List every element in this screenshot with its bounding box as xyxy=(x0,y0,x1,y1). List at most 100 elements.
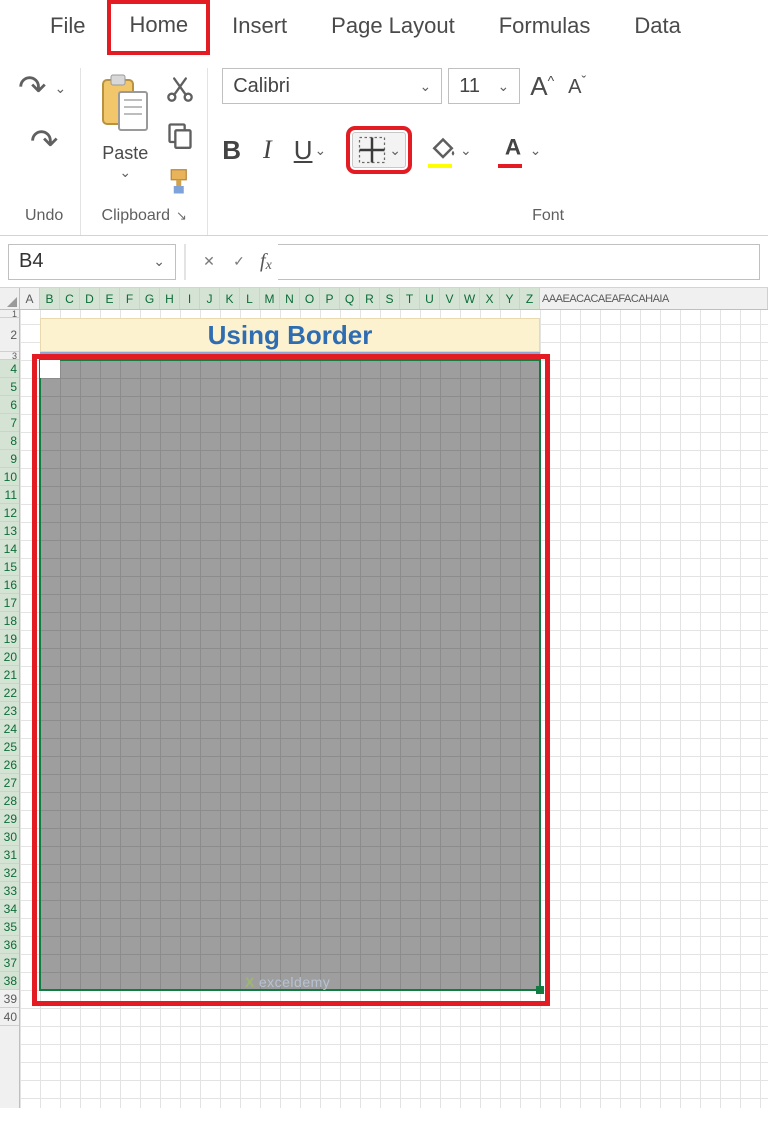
col-header[interactable]: N xyxy=(280,288,300,309)
paste-button[interactable]: Paste ⌄ xyxy=(91,68,159,185)
tab-home[interactable]: Home xyxy=(107,0,210,55)
tab-file[interactable]: File xyxy=(28,1,107,53)
row-header[interactable]: 30 xyxy=(0,828,19,846)
row-header[interactable]: 14 xyxy=(0,540,19,558)
row-header[interactable]: 7 xyxy=(0,414,19,432)
col-header[interactable]: Y xyxy=(500,288,520,309)
column-headers[interactable]: ABCDEFGHIJKLMNOPQRSTUVWXYZAAAEACACAEAFAC… xyxy=(20,288,768,310)
redo-button[interactable]: ↷ xyxy=(30,122,59,162)
row-header[interactable]: 36 xyxy=(0,936,19,954)
cancel-entry-button[interactable]: ✕ xyxy=(194,247,224,277)
col-header[interactable]: M xyxy=(260,288,280,309)
col-header[interactable]: C xyxy=(60,288,80,309)
row-header[interactable]: 24 xyxy=(0,720,19,738)
row-headers[interactable]: 1234567891011121314151617181920212223242… xyxy=(0,310,20,1108)
row-header[interactable]: 9 xyxy=(0,450,19,468)
row-header[interactable]: 16 xyxy=(0,576,19,594)
col-header[interactable]: F xyxy=(120,288,140,309)
worksheet-area[interactable]: ABCDEFGHIJKLMNOPQRSTUVWXYZAAAEACACAEAFAC… xyxy=(0,288,768,1108)
cut-button[interactable] xyxy=(163,72,197,106)
row-header[interactable]: 15 xyxy=(0,558,19,576)
row-header[interactable]: 18 xyxy=(0,612,19,630)
col-header[interactable]: O xyxy=(300,288,320,309)
font-name-select[interactable]: Calibri ⌄ xyxy=(222,68,442,104)
row-header[interactable]: 17 xyxy=(0,594,19,612)
clipboard-launcher[interactable]: ↘ xyxy=(176,208,187,224)
italic-button[interactable]: I xyxy=(263,135,272,165)
tab-data[interactable]: Data xyxy=(612,1,702,53)
name-box[interactable]: B4 ⌄ xyxy=(8,244,176,280)
row-header[interactable]: 4 xyxy=(0,360,19,378)
increase-font-button[interactable]: A^ xyxy=(526,71,558,102)
col-header[interactable]: B xyxy=(40,288,60,309)
col-header[interactable]: J xyxy=(200,288,220,309)
row-header[interactable]: 25 xyxy=(0,738,19,756)
col-header[interactable]: X xyxy=(480,288,500,309)
row-header[interactable]: 27 xyxy=(0,774,19,792)
col-header[interactable]: W xyxy=(460,288,480,309)
formula-input[interactable] xyxy=(278,244,760,280)
tab-insert[interactable]: Insert xyxy=(210,1,309,53)
col-header[interactable]: P xyxy=(320,288,340,309)
row-header[interactable]: 26 xyxy=(0,756,19,774)
row-header[interactable]: 38 xyxy=(0,972,19,990)
col-header[interactable]: T xyxy=(400,288,420,309)
col-header[interactable]: I xyxy=(180,288,200,309)
row-header[interactable]: 2 xyxy=(0,318,19,352)
row-header[interactable]: 21 xyxy=(0,666,19,684)
row-header[interactable]: 29 xyxy=(0,810,19,828)
row-header[interactable]: 22 xyxy=(0,684,19,702)
row-header[interactable]: 3 xyxy=(0,352,19,360)
col-header[interactable]: K xyxy=(220,288,240,309)
fill-color-button[interactable] xyxy=(428,132,458,168)
row-header[interactable]: 34 xyxy=(0,900,19,918)
bold-button[interactable]: B xyxy=(222,135,241,166)
col-header[interactable]: G xyxy=(140,288,160,309)
col-header[interactable]: R xyxy=(360,288,380,309)
underline-dropdown[interactable]: ⌄ xyxy=(312,142,330,159)
col-header[interactable]: S xyxy=(380,288,400,309)
row-header[interactable]: 35 xyxy=(0,918,19,936)
row-header[interactable]: 12 xyxy=(0,504,19,522)
font-size-dropdown[interactable]: ⌄ xyxy=(494,78,514,95)
row-header[interactable]: 40 xyxy=(0,1008,19,1026)
col-header[interactable]: E xyxy=(100,288,120,309)
enter-entry-button[interactable]: ✓ xyxy=(224,247,254,277)
row-header[interactable]: 32 xyxy=(0,864,19,882)
copy-button[interactable] xyxy=(163,118,197,152)
underline-button[interactable]: U xyxy=(294,135,313,166)
row-header[interactable]: 37 xyxy=(0,954,19,972)
font-name-dropdown[interactable]: ⌄ xyxy=(416,78,436,95)
row-header[interactable]: 23 xyxy=(0,702,19,720)
font-color-dropdown[interactable]: ⌄ xyxy=(528,142,546,159)
col-header[interactable]: Q xyxy=(340,288,360,309)
grid-area[interactable]: Using Border X exceldemy xyxy=(20,310,768,1108)
col-header[interactable]: A xyxy=(20,288,40,309)
decrease-font-button[interactable]: Aˇ xyxy=(564,73,590,100)
select-all-corner[interactable] xyxy=(0,288,20,310)
font-color-button[interactable]: A xyxy=(498,132,528,168)
undo-button[interactable]: ↶ xyxy=(18,68,47,108)
borders-split-button[interactable]: ⌄ xyxy=(352,132,406,168)
row-header[interactable]: 39 xyxy=(0,990,19,1008)
col-header[interactable]: U xyxy=(420,288,440,309)
row-header[interactable]: 5 xyxy=(0,378,19,396)
fill-handle[interactable] xyxy=(536,986,544,994)
col-header[interactable]: V xyxy=(440,288,460,309)
row-header[interactable]: 10 xyxy=(0,468,19,486)
col-header-overflow[interactable]: AAAEACACAEAFACAHAIA xyxy=(540,288,768,309)
col-header[interactable]: H xyxy=(160,288,180,309)
col-header[interactable]: D xyxy=(80,288,100,309)
row-header[interactable]: 20 xyxy=(0,648,19,666)
row-header[interactable]: 28 xyxy=(0,792,19,810)
row-header[interactable]: 8 xyxy=(0,432,19,450)
tab-page-layout[interactable]: Page Layout xyxy=(309,1,477,53)
row-header[interactable]: 11 xyxy=(0,486,19,504)
font-size-select[interactable]: 11 ⌄ xyxy=(448,68,520,104)
tab-formulas[interactable]: Formulas xyxy=(477,1,613,53)
row-header[interactable]: 1 xyxy=(0,310,19,318)
col-header[interactable]: L xyxy=(240,288,260,309)
borders-dropdown[interactable]: ⌄ xyxy=(387,142,405,159)
row-header[interactable]: 13 xyxy=(0,522,19,540)
row-header[interactable]: 33 xyxy=(0,882,19,900)
